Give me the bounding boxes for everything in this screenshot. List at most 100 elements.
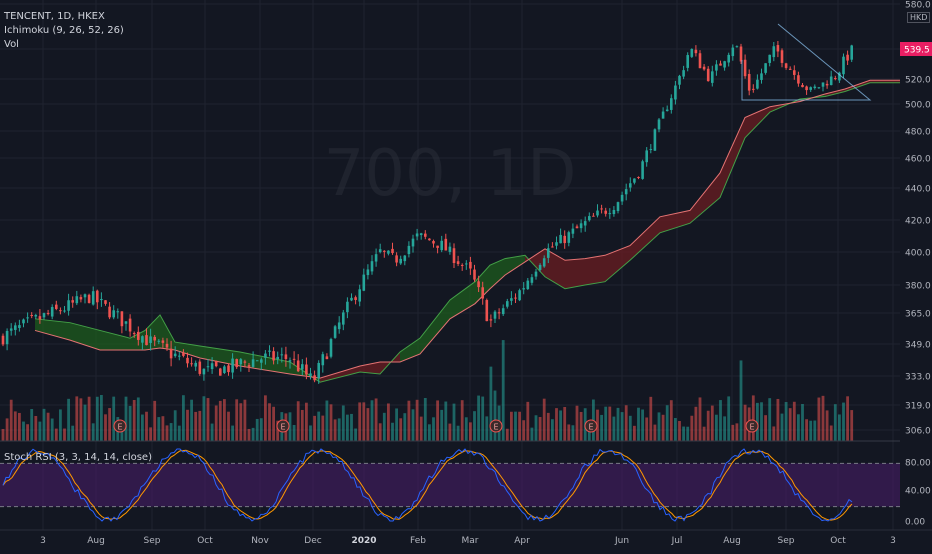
stoch-rsi-lines bbox=[2, 448, 853, 522]
candle-body bbox=[637, 177, 640, 179]
volume-bar bbox=[682, 426, 685, 441]
candle-body bbox=[104, 300, 107, 304]
cloud-segment bbox=[505, 255, 525, 276]
volume-bar bbox=[719, 400, 722, 441]
candle-body bbox=[30, 314, 33, 316]
candle-body bbox=[772, 46, 776, 58]
volume-bar bbox=[731, 424, 735, 441]
ichimoku-label[interactable]: Ichimoku (9, 26, 52, 26) bbox=[4, 25, 124, 36]
earnings-marker bbox=[489, 419, 503, 433]
candle-body bbox=[436, 245, 439, 248]
volume-bar bbox=[797, 414, 800, 441]
candle-body bbox=[206, 366, 210, 368]
candle-body bbox=[18, 325, 21, 328]
time-axis[interactable]: 3 Aug Sep Oct Nov Dec 2020 Feb Mar Apr Jun Jul Aug Se… bbox=[0, 529, 932, 546]
volume-bar bbox=[276, 420, 280, 441]
candle-body bbox=[419, 233, 423, 236]
candle-body bbox=[370, 261, 374, 272]
candle-body bbox=[526, 280, 530, 290]
stoch-legend: Stoch RSI (3, 3, 14, 14, close) bbox=[4, 451, 152, 465]
time-tick-label: 3 bbox=[890, 536, 896, 546]
candle-body bbox=[227, 365, 230, 373]
main-legend: TENCENT, 1D, HKEX Ichimoku (9, 26, 52, 2… bbox=[4, 10, 124, 52]
candle-body bbox=[563, 235, 566, 244]
time-tick-label: Jul bbox=[671, 536, 683, 546]
volume-bar bbox=[227, 411, 230, 441]
symbol-label[interactable]: TENCENT, 1D, HKEX bbox=[4, 11, 105, 22]
currency-badge[interactable]: HKD bbox=[907, 12, 931, 23]
candle-body bbox=[694, 49, 698, 54]
volume-bar bbox=[608, 406, 612, 441]
candle-body bbox=[231, 358, 234, 373]
candle-body bbox=[132, 333, 136, 335]
cloud-segment bbox=[175, 342, 200, 358]
candle-body bbox=[428, 238, 431, 241]
volume-bar bbox=[411, 409, 415, 441]
volume-bar bbox=[378, 423, 382, 441]
volume-bar bbox=[141, 414, 144, 441]
candle-body bbox=[194, 362, 197, 367]
price-candles bbox=[1, 40, 853, 384]
candle-body bbox=[403, 255, 407, 262]
volume-bar bbox=[346, 414, 349, 441]
candle-body bbox=[448, 246, 452, 252]
volume-bar bbox=[587, 425, 591, 441]
volume-bar bbox=[546, 412, 550, 441]
candle-body bbox=[702, 66, 706, 70]
price-tick-label: 580.0 bbox=[905, 1, 931, 11]
volume-bar bbox=[124, 396, 128, 441]
volume-bar bbox=[251, 427, 255, 441]
candle-body bbox=[514, 297, 517, 299]
price-axis[interactable]: 580.0 539.5 520.0 500.0 480.0 460.0 440.0 420.0… bbox=[900, 1, 932, 528]
volume-bar bbox=[694, 406, 698, 441]
volume-bar bbox=[567, 424, 571, 441]
candle-body bbox=[239, 359, 243, 365]
volume-bar bbox=[706, 410, 710, 441]
volume-bar bbox=[485, 416, 489, 441]
candle-body bbox=[608, 213, 612, 215]
candle-body bbox=[579, 223, 583, 229]
cloud-segment bbox=[400, 338, 420, 362]
volume-bar bbox=[678, 421, 681, 441]
stoch-k-line bbox=[2, 448, 853, 522]
volume-bar bbox=[838, 414, 841, 441]
candle-body bbox=[137, 331, 140, 340]
candle-body bbox=[321, 354, 325, 366]
candle-body bbox=[825, 83, 829, 86]
volume-bar bbox=[218, 400, 222, 441]
candle-body bbox=[141, 336, 144, 343]
candle-body bbox=[75, 296, 79, 304]
candle-body bbox=[292, 358, 296, 360]
volume-bar bbox=[768, 398, 772, 441]
volume-bar bbox=[538, 417, 542, 441]
earnings-marker-label: E bbox=[117, 423, 122, 432]
volume-bar bbox=[391, 422, 394, 441]
volume-bar bbox=[91, 423, 95, 441]
cloud-segment bbox=[100, 330, 130, 350]
volume-bar bbox=[727, 396, 731, 441]
candle-body bbox=[391, 248, 394, 254]
ichimoku-cloud bbox=[34, 79, 900, 383]
candle-body bbox=[739, 46, 743, 62]
volume-label[interactable]: Vol bbox=[4, 39, 19, 50]
volume-bar bbox=[784, 402, 788, 441]
time-tick-label: Apr bbox=[514, 536, 530, 546]
candle-body bbox=[182, 352, 185, 356]
volume-bar bbox=[18, 412, 21, 441]
stoch-label[interactable]: Stoch RSI (3, 3, 14, 14, close) bbox=[4, 452, 152, 463]
candle-body bbox=[219, 368, 222, 376]
volume-bar bbox=[214, 405, 218, 441]
volume-bar bbox=[198, 410, 202, 441]
candle-body bbox=[22, 319, 25, 324]
candle-body bbox=[706, 68, 710, 82]
candle-body bbox=[1, 335, 5, 345]
volume-bar bbox=[63, 428, 66, 441]
time-tick-label: Feb bbox=[410, 536, 426, 546]
volume-bar bbox=[842, 402, 845, 441]
candle-body bbox=[752, 88, 755, 90]
candle-body bbox=[555, 242, 558, 246]
volume-bar bbox=[149, 427, 152, 441]
